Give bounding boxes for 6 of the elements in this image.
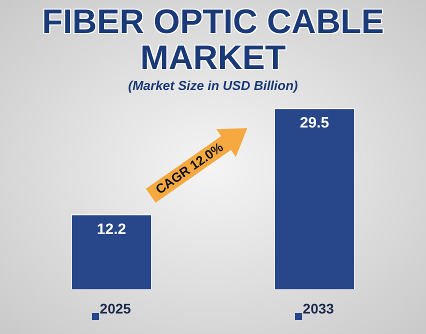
x-tick-label: 2033 — [295, 300, 334, 316]
x-tick-label: 2025 — [92, 300, 132, 316]
data-label: 29.5 — [300, 114, 330, 132]
data-label: 12.2 — [96, 220, 126, 238]
chart-subtitle: (Market Size in USD Billion) — [127, 78, 299, 93]
chart-title: FIBER OPTIC CABLE MARKET — [41, 3, 385, 77]
